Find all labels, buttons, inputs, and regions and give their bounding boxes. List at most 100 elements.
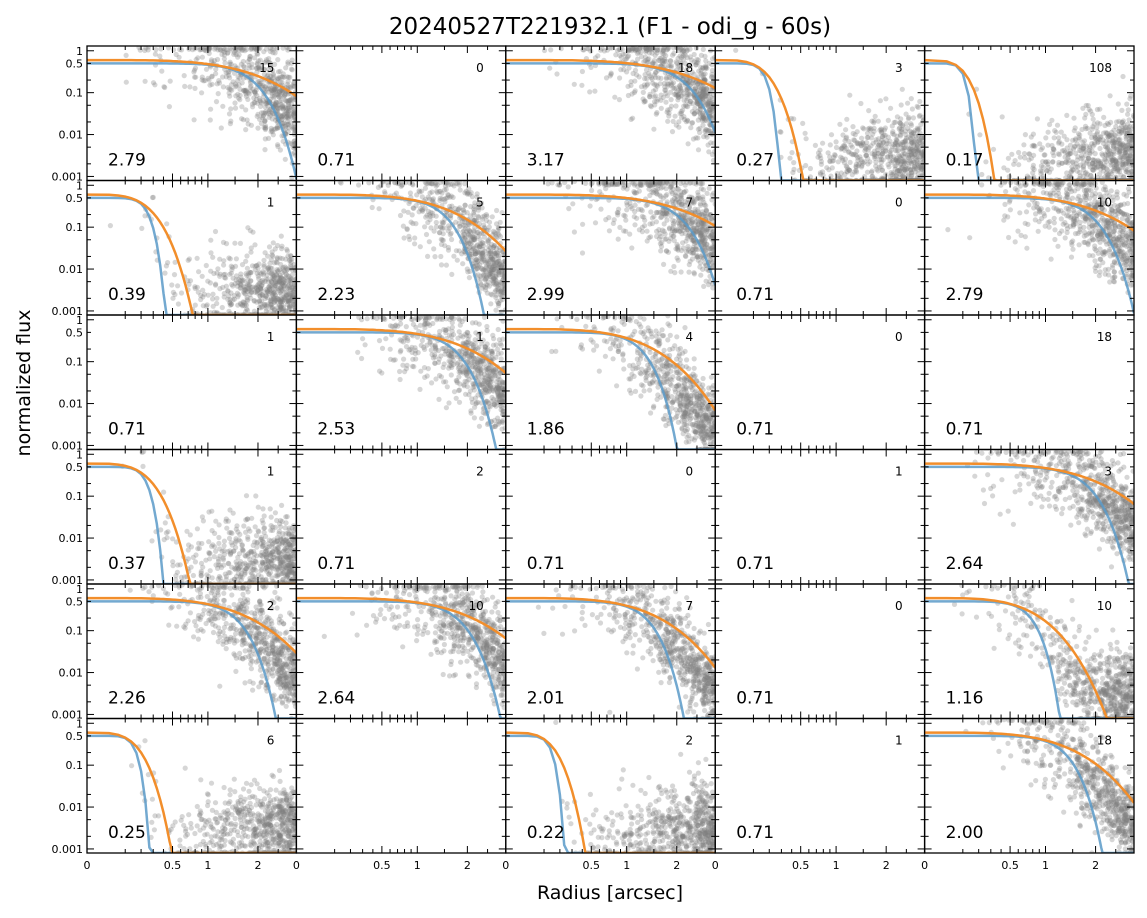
data-point xyxy=(1083,152,1089,158)
panel-count-label: 1 xyxy=(267,196,275,210)
data-point xyxy=(672,113,678,119)
data-point xyxy=(689,120,695,126)
data-point xyxy=(683,253,689,259)
data-point xyxy=(232,263,239,269)
data-point xyxy=(1030,188,1037,194)
data-point xyxy=(422,224,428,230)
data-point xyxy=(254,289,260,295)
data-point xyxy=(830,158,837,164)
data-point xyxy=(1105,172,1111,178)
data-point xyxy=(264,86,270,92)
data-point xyxy=(479,266,485,272)
data-point xyxy=(1129,156,1134,162)
data-point xyxy=(289,285,295,291)
data-point xyxy=(239,80,245,86)
data-point xyxy=(145,47,151,53)
data-point xyxy=(589,180,595,186)
data-point xyxy=(709,253,715,259)
data-point xyxy=(1092,134,1098,140)
data-point xyxy=(249,65,255,71)
data-point xyxy=(200,287,206,293)
data-point xyxy=(907,146,913,152)
data-point xyxy=(276,94,282,100)
data-point xyxy=(489,271,495,277)
data-point xyxy=(484,290,490,296)
data-point xyxy=(681,103,687,109)
data-point xyxy=(278,304,284,310)
data-point xyxy=(1017,154,1023,160)
data-point xyxy=(290,106,296,112)
data-point xyxy=(843,145,849,151)
data-point xyxy=(1022,132,1028,138)
data-point xyxy=(701,239,708,245)
data-point xyxy=(898,116,904,122)
data-point xyxy=(908,136,914,142)
data-point xyxy=(1099,205,1105,211)
data-point xyxy=(703,64,709,70)
data-point xyxy=(682,202,688,209)
data-point xyxy=(838,154,844,160)
data-point xyxy=(273,272,279,278)
data-point xyxy=(266,309,272,315)
data-point xyxy=(440,231,446,237)
data-point xyxy=(677,46,683,51)
data-point xyxy=(246,282,252,288)
data-point xyxy=(650,46,656,51)
data-point xyxy=(493,278,499,284)
data-point xyxy=(258,271,264,277)
data-point xyxy=(270,129,276,135)
data-point xyxy=(266,287,273,293)
data-point xyxy=(687,54,693,60)
data-point xyxy=(842,138,848,144)
data-point xyxy=(162,270,168,276)
data-point xyxy=(670,217,676,224)
data-point xyxy=(706,100,712,106)
data-point xyxy=(670,52,676,58)
data-point xyxy=(874,166,880,172)
data-point xyxy=(709,244,715,250)
data-point xyxy=(284,98,290,104)
data-point xyxy=(1081,138,1088,144)
data-point xyxy=(703,235,709,241)
data-point xyxy=(474,265,480,271)
data-point xyxy=(679,197,685,203)
data-point xyxy=(488,301,494,307)
data-point xyxy=(282,123,289,129)
data-point xyxy=(491,261,497,267)
data-point xyxy=(470,244,476,250)
data-point xyxy=(266,135,272,141)
data-point xyxy=(900,173,906,179)
data-point xyxy=(636,74,642,80)
data-point xyxy=(269,249,275,255)
data-point xyxy=(1104,172,1110,178)
data-point xyxy=(193,57,199,63)
data-point xyxy=(462,234,468,240)
data-point xyxy=(698,64,704,70)
data-point xyxy=(1070,146,1077,152)
data-point xyxy=(1117,140,1123,147)
data-point xyxy=(1127,130,1133,136)
data-point xyxy=(663,180,669,185)
data-point xyxy=(908,145,914,151)
data-point xyxy=(669,81,675,87)
data-point xyxy=(1075,131,1082,137)
data-point xyxy=(679,223,685,229)
data-point xyxy=(1125,156,1131,162)
data-point xyxy=(1120,155,1126,161)
data-point xyxy=(282,104,288,110)
data-point xyxy=(876,142,882,148)
panel-fwhm-label: 0.71 xyxy=(317,151,355,171)
data-point xyxy=(139,225,145,231)
data-point xyxy=(280,304,286,310)
data-point xyxy=(206,50,212,57)
panel-fwhm-label: 3.17 xyxy=(527,151,565,171)
data-point xyxy=(494,221,500,227)
data-point xyxy=(492,281,498,288)
data-point xyxy=(288,276,294,282)
data-point xyxy=(891,171,897,177)
data-point xyxy=(447,203,453,209)
data-point xyxy=(682,182,688,188)
data-point xyxy=(1092,157,1098,163)
data-point xyxy=(250,229,256,235)
data-point xyxy=(636,46,643,52)
